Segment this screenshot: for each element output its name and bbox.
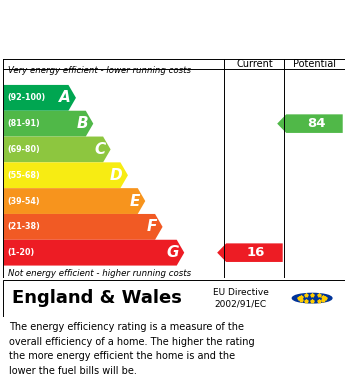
Polygon shape xyxy=(3,240,184,265)
Text: EU Directive
2002/91/EC: EU Directive 2002/91/EC xyxy=(213,288,268,308)
Text: Very energy efficient - lower running costs: Very energy efficient - lower running co… xyxy=(8,66,191,75)
Text: E: E xyxy=(129,194,140,208)
Text: (55-68): (55-68) xyxy=(8,171,40,180)
Text: Potential: Potential xyxy=(293,59,336,68)
Text: F: F xyxy=(147,219,157,234)
Text: England & Wales: England & Wales xyxy=(12,289,182,307)
Text: (39-54): (39-54) xyxy=(8,197,40,206)
Text: Current: Current xyxy=(236,59,273,68)
Text: G: G xyxy=(166,245,179,260)
Text: The energy efficiency rating is a measure of the
overall efficiency of a home. T: The energy efficiency rating is a measur… xyxy=(9,323,254,376)
Polygon shape xyxy=(3,111,93,136)
Polygon shape xyxy=(3,188,145,214)
Polygon shape xyxy=(277,114,343,133)
Polygon shape xyxy=(217,243,283,262)
Text: C: C xyxy=(94,142,105,157)
Polygon shape xyxy=(3,162,128,188)
Text: (92-100): (92-100) xyxy=(8,93,46,102)
Polygon shape xyxy=(3,214,163,240)
Text: Not energy efficient - higher running costs: Not energy efficient - higher running co… xyxy=(8,269,191,278)
Text: (81-91): (81-91) xyxy=(8,119,40,128)
Text: 84: 84 xyxy=(307,117,325,130)
Text: A: A xyxy=(59,90,71,105)
Polygon shape xyxy=(3,85,76,111)
Text: Energy Efficiency Rating: Energy Efficiency Rating xyxy=(12,34,234,50)
Polygon shape xyxy=(3,136,111,162)
Text: 16: 16 xyxy=(247,246,265,259)
Text: (21-38): (21-38) xyxy=(8,222,40,231)
Text: (69-80): (69-80) xyxy=(8,145,40,154)
Text: D: D xyxy=(110,168,123,183)
Text: B: B xyxy=(77,116,88,131)
Ellipse shape xyxy=(292,293,332,303)
Text: (1-20): (1-20) xyxy=(8,248,35,257)
